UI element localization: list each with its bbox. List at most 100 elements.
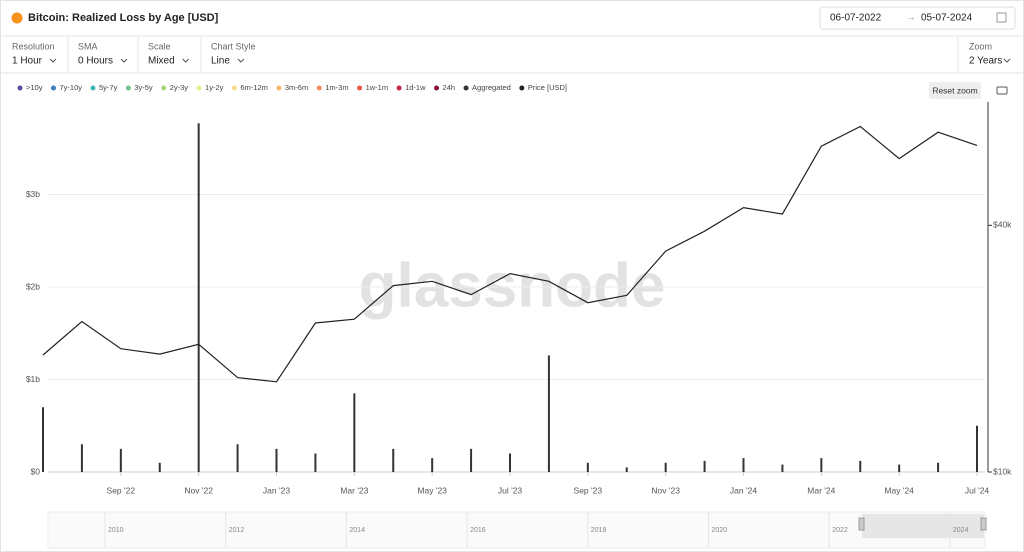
y-tick-label: $0 [31, 466, 41, 476]
y-tick-label: $3b [26, 189, 40, 199]
reset-zoom-text[interactable]: Reset zoom [932, 85, 977, 95]
legend-dot[interactable] [276, 85, 282, 91]
legend-label[interactable]: 3m-6m [285, 83, 308, 92]
legend-label[interactable]: 5y-7y [99, 83, 118, 92]
nav-label: 2024 [953, 527, 969, 534]
legend-dot[interactable] [17, 85, 23, 91]
nav-label: 2012 [229, 527, 245, 534]
legend-dot[interactable] [434, 85, 440, 91]
nav-label: 2018 [591, 527, 607, 534]
legend-label[interactable]: 1w-1m [366, 83, 389, 92]
loss-bar [898, 464, 901, 472]
title: Bitcoin: Realized Loss by Age [USD] [28, 12, 219, 24]
legend-label[interactable]: 7y-10y [59, 83, 82, 92]
nav-label: 2022 [832, 527, 848, 534]
legend-dot[interactable] [231, 85, 237, 91]
x-tick-label: Sep '23 [574, 485, 603, 495]
x-tick-label: May '23 [417, 485, 447, 495]
zoom-label: Zoom [969, 41, 992, 51]
loss-bar [80, 444, 83, 472]
loss-bar [236, 444, 239, 472]
price-line [42, 125, 978, 383]
legend-dot[interactable] [196, 85, 202, 91]
legend-label[interactable]: Aggregated [472, 83, 511, 92]
loss-bar [586, 462, 589, 472]
loss-bar [197, 123, 200, 473]
loss-bar [353, 393, 356, 472]
loss-bar [937, 462, 940, 472]
loss-bar [275, 448, 278, 472]
legend-label[interactable]: 1d-1w [405, 83, 426, 92]
navigator-window[interactable] [862, 514, 984, 538]
loss-bar [314, 453, 317, 472]
legend-dot[interactable] [50, 85, 56, 91]
loss-bar [547, 355, 550, 472]
nav-label: 2014 [349, 527, 365, 534]
nav-label: 2016 [470, 527, 486, 534]
reset-zoom-button[interactable] [929, 82, 981, 99]
x-tick-label: Jul '23 [498, 485, 523, 495]
legend-label[interactable]: 24h [443, 83, 456, 92]
chevron [1003, 58, 1011, 63]
legend-dot[interactable] [90, 85, 96, 91]
loss-bar [703, 460, 706, 472]
legend-label[interactable]: 3y-5y [134, 83, 153, 92]
legend-label[interactable]: Price [USD] [528, 83, 567, 92]
legend-dot[interactable] [463, 85, 469, 91]
loss-bar [509, 453, 511, 472]
loss-bar [119, 448, 122, 472]
camera-icon[interactable] [996, 86, 1008, 95]
y-tick-label: $2b [26, 281, 40, 291]
nav-handle[interactable] [858, 517, 865, 531]
y2-tick-label: $40k [993, 220, 1012, 230]
x-tick-label: Sep '22 [107, 485, 136, 495]
x-tick-label: Nov '22 [184, 485, 213, 495]
legend-dot[interactable] [396, 85, 402, 91]
date-range[interactable] [819, 6, 1016, 30]
calendar-icon[interactable] [996, 12, 1007, 23]
nav-label: 2010 [108, 527, 124, 534]
x-tick-label: Mar '24 [807, 485, 835, 495]
control-label: Scale [148, 41, 171, 51]
loss-bar [431, 458, 434, 472]
legend-dot[interactable] [125, 85, 131, 91]
control-value[interactable]: Line [211, 56, 230, 67]
nav-label: 2020 [712, 527, 728, 534]
legend-dot[interactable] [357, 85, 363, 91]
legend-dot[interactable] [316, 85, 322, 91]
x-tick-label: Jul '24 [965, 485, 990, 495]
x-tick-label: May '24 [884, 485, 914, 495]
legend-label[interactable]: 1m-3m [325, 83, 348, 92]
control-label: Chart Style [211, 41, 256, 51]
date-to[interactable]: 05-07-2024 [921, 13, 973, 24]
arrow: → [906, 13, 916, 24]
btc-icon [11, 12, 23, 24]
legend-dot[interactable] [519, 85, 525, 91]
legend-label[interactable]: 6m-12m [240, 83, 268, 92]
date-from[interactable]: 06-07-2022 [830, 13, 882, 24]
loss-bar [781, 464, 784, 472]
loss-bar [392, 448, 395, 472]
chevron [120, 58, 128, 63]
legend-label[interactable]: 2y-3y [170, 83, 189, 92]
loss-bar [42, 407, 44, 472]
loss-bar [470, 448, 473, 472]
legend-dot[interactable] [161, 85, 167, 91]
control-label: Resolution [12, 41, 55, 51]
zoom-value[interactable]: 2 Years [969, 56, 1002, 67]
x-tick-label: Jan '23 [263, 485, 290, 495]
legend-label[interactable]: 1y-2y [205, 83, 224, 92]
chevron [49, 58, 57, 63]
control-value[interactable]: Mixed [148, 56, 175, 67]
x-tick-label: Jan '24 [730, 485, 757, 495]
nav-handle[interactable] [980, 517, 987, 531]
watermark: glassnode [359, 251, 666, 320]
legend-label[interactable]: >10y [26, 83, 43, 92]
control-value[interactable]: 1 Hour [12, 56, 43, 67]
chevron [237, 58, 245, 63]
control-value[interactable]: 0 Hours [78, 56, 113, 67]
loss-bar [742, 458, 745, 472]
y2-tick-label: $10k [993, 466, 1012, 476]
